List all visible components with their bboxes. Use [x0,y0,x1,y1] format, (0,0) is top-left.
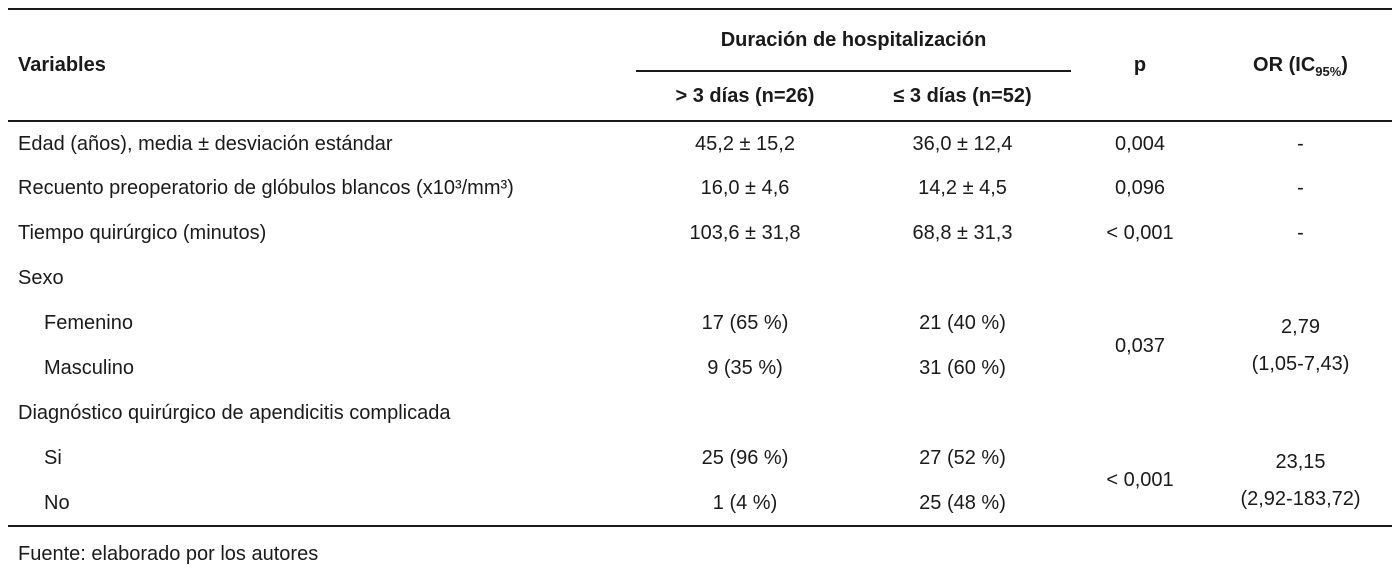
table-body: Edad (años), media ± desviación estándar… [8,121,1393,526]
row-label: Si [44,447,62,469]
le3-value: 68,8 ± 31,3 [912,222,1013,244]
duration-span-label: Duración de hospitalización [720,28,987,51]
row-label: Femenino [44,312,133,334]
p-value: 0,004 [1114,132,1166,155]
or-point-estimate: 2,79 [1281,316,1320,338]
column-header-gt3-days: > 3 días (n=26) [675,84,815,107]
or-point-estimate: 23,15 [1275,450,1326,473]
le3-value: 31 (60 %) [919,357,1006,379]
or-header-subscript: 95% [1315,63,1342,79]
gt3-value: 16,0 ± 4,6 [700,177,790,199]
column-header-or: OR (IC95%) [1209,9,1392,121]
p-value: 0,096 [1114,177,1166,199]
le3-value: 25 (48 %) [919,491,1006,514]
gt3-value: 45,2 ± 15,2 [695,132,795,155]
p-value: < 0,001 [1106,222,1174,244]
table-row: Femenino 17 (65 %) 21 (40 %) 0,037 2,79 … [8,301,1392,375]
le3-value: 14,2 ± 4,5 [918,177,1007,199]
column-header-p: p [1133,53,1147,76]
or-value: - [1297,177,1304,199]
table-row: No 1 (4 %) 25 (48 %) [8,481,1392,526]
le3-value: 21 (40 %) [919,312,1006,334]
or-header-suffix: ) [1341,53,1348,76]
header-row-top: Variables Duración de hospitalización p … [8,9,1392,78]
or-value: 2,79 (1,05-7,43) [1209,301,1392,391]
row-label: No [44,491,70,514]
source-note: Fuente: elaborado por los autores [18,543,319,565]
gt3-value: 1 (4 %) [712,491,778,514]
group-label-diagnostico: Diagnóstico quirúrgico de apendicitis co… [18,402,451,424]
table-group-row: Sexo [8,256,1392,301]
or-value: - [1297,132,1304,155]
or-value: 23,15 (2,92-183,72) [1209,436,1392,526]
or-confidence-interval: (1,05-7,43) [1251,353,1350,375]
or-header-prefix: OR (IC [1253,53,1316,76]
row-label: Tiempo quirúrgico (minutos) [18,222,267,244]
row-label: Edad (años), media ± desviación estándar [18,132,393,155]
table-row: Tiempo quirúrgico (minutos) 103,6 ± 31,8… [8,211,1392,256]
table-row: Recuento preoperatorio de glóbulos blanc… [8,166,1392,211]
column-header-duration-span: Duración de hospitalización [636,9,1072,72]
p-value: < 0,001 [1106,469,1174,491]
table-group-row: Diagnóstico quirúrgico de apendicitis co… [8,391,1392,436]
column-header-le3-days: ≤ 3 días (n=52) [893,84,1032,107]
group-label-sexo: Sexo [18,267,64,289]
column-header-variables: Variables [18,53,106,76]
hospitalization-duration-table: Variables Duración de hospitalización p … [8,8,1393,527]
table-header: Variables Duración de hospitalización p … [8,9,1392,121]
or-value: - [1297,222,1304,244]
header-row-sub: > 3 días (n=26) ≤ 3 días (n=52) [8,71,1392,121]
gt3-value: 17 (65 %) [701,312,789,334]
table-row: Masculino 9 (35 %) 31 (60 %) [8,346,1392,391]
row-label: Masculino [44,357,135,379]
le3-value: 27 (52 %) [919,447,1006,469]
gt3-value: 9 (35 %) [707,357,783,379]
gt3-value: 103,6 ± 31,8 [689,222,801,244]
row-label: Recuento preoperatorio de glóbulos blanc… [18,177,514,199]
or-confidence-interval: (2,92-183,72) [1240,487,1361,510]
p-value: 0,037 [1114,334,1166,357]
table-row: Edad (años), media ± desviación estándar… [8,121,1392,166]
le3-value: 36,0 ± 12,4 [912,132,1013,155]
table-row: Si 25 (96 %) 27 (52 %) < 0,001 23,15 (2,… [8,436,1392,510]
gt3-value: 25 (96 %) [701,447,789,469]
